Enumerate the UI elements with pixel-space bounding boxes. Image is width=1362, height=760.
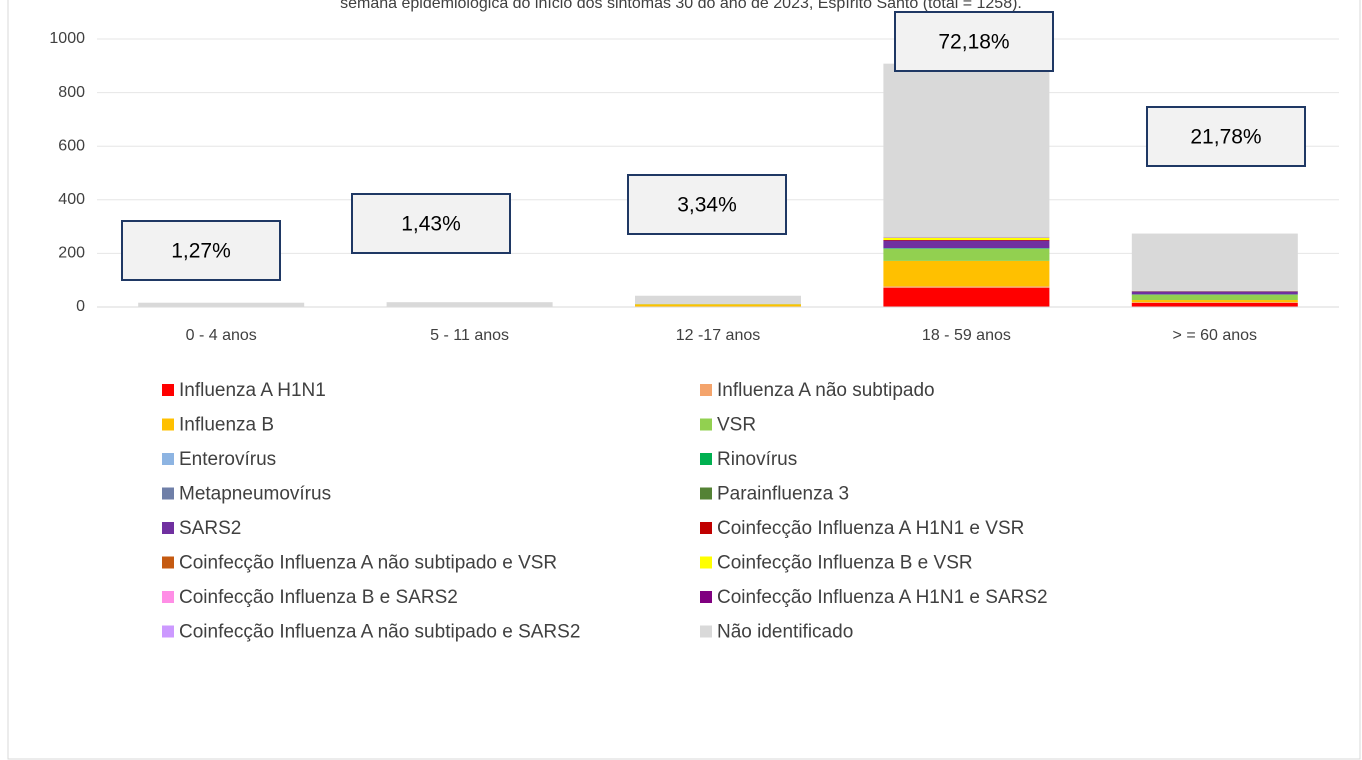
legend-label: Influenza A H1N1 [179,380,326,401]
legend-swatch [162,591,174,603]
bar-segment [635,295,801,305]
bar-segment [883,248,1050,261]
percent-label: 1,27% [171,240,231,263]
bar-segment [1131,294,1298,301]
bar-segment [1131,233,1298,291]
bar-segment [1131,291,1298,295]
legend-label: Enterovírus [179,449,276,470]
percent-label: 72,18% [938,31,1009,54]
legend-swatch [162,453,174,465]
legend-label: Coinfecção Influenza B e SARS2 [179,587,458,608]
legend-label: Não identificado [717,622,853,643]
legend-label: Influenza B [179,415,274,436]
y-tick-label: 0 [76,298,85,315]
x-tick-label: 12 -17 anos [676,327,761,344]
legend-swatch [700,625,712,638]
percent-label: 3,34% [677,194,737,217]
legend-swatch [700,384,712,396]
legend-label: Coinfecção Influenza A não subtipado e V… [179,553,557,574]
legend-swatch [162,418,174,431]
legend-swatch [700,556,712,569]
bar-segment [1131,302,1298,303]
percent-label: 1,43% [401,213,461,236]
y-tick-label: 200 [58,245,85,262]
percent-box [121,220,281,281]
legend-label: Coinfecção Influenza B e VSR [717,553,973,574]
percent-box [1146,106,1306,167]
legend-swatch [700,418,712,431]
bar-segment [138,302,305,307]
bar-segment [1131,300,1298,303]
y-tick-label: 400 [58,191,85,208]
legend-swatch [162,556,174,569]
legend-label: SARS2 [179,518,241,539]
y-tick-label: 800 [58,84,85,101]
bar-segment [883,286,1050,288]
legend-label: Rinovírus [717,449,797,470]
bar-segment [883,287,1050,307]
legend-label: VSR [717,415,756,436]
legend-swatch [700,522,712,534]
y-tick-label: 600 [58,137,85,154]
bar-segment [386,302,553,307]
bar-segment [883,63,1050,238]
legend-label: Metapneumovírus [179,484,331,505]
x-tick-label: 0 - 4 anos [186,327,257,344]
x-tick-label: 5 - 11 anos [430,327,509,344]
legend-label: Coinfecção Influenza A H1N1 e SARS2 [717,587,1048,608]
bar-segment [883,240,1050,241]
chart-title: semana epidemiológica do início dos sint… [340,0,1022,12]
legend-label: Coinfecção Influenza A H1N1 e VSR [717,518,1024,539]
percent-box [351,193,511,254]
x-tick-label: > = 60 anos [1173,327,1258,344]
chart-border [7,0,1361,760]
legend-label: Influenza A não subtipado [717,380,935,401]
legend-swatch [162,384,174,396]
legend-label: Coinfecção Influenza A não subtipado e S… [179,622,580,643]
legend-swatch [162,522,174,534]
legend-swatch [700,453,712,465]
bar-segment [883,240,1050,249]
legend-swatch [162,487,174,500]
bar-segment [1131,302,1298,307]
bar-segment [883,237,1050,240]
x-tick-label: 18 - 59 anos [922,327,1011,344]
percent-box [627,174,787,235]
bar-segment [883,260,1050,287]
y-tick-label: 1000 [49,30,85,47]
legend-label: Parainfluenza 3 [717,484,849,505]
legend-swatch [162,625,174,638]
percent-label: 21,78% [1190,126,1261,149]
percent-box [894,11,1054,72]
bar-segment [635,304,801,307]
legend-swatch [700,591,712,603]
legend-swatch [700,487,712,500]
bar-segment [883,248,1050,249]
